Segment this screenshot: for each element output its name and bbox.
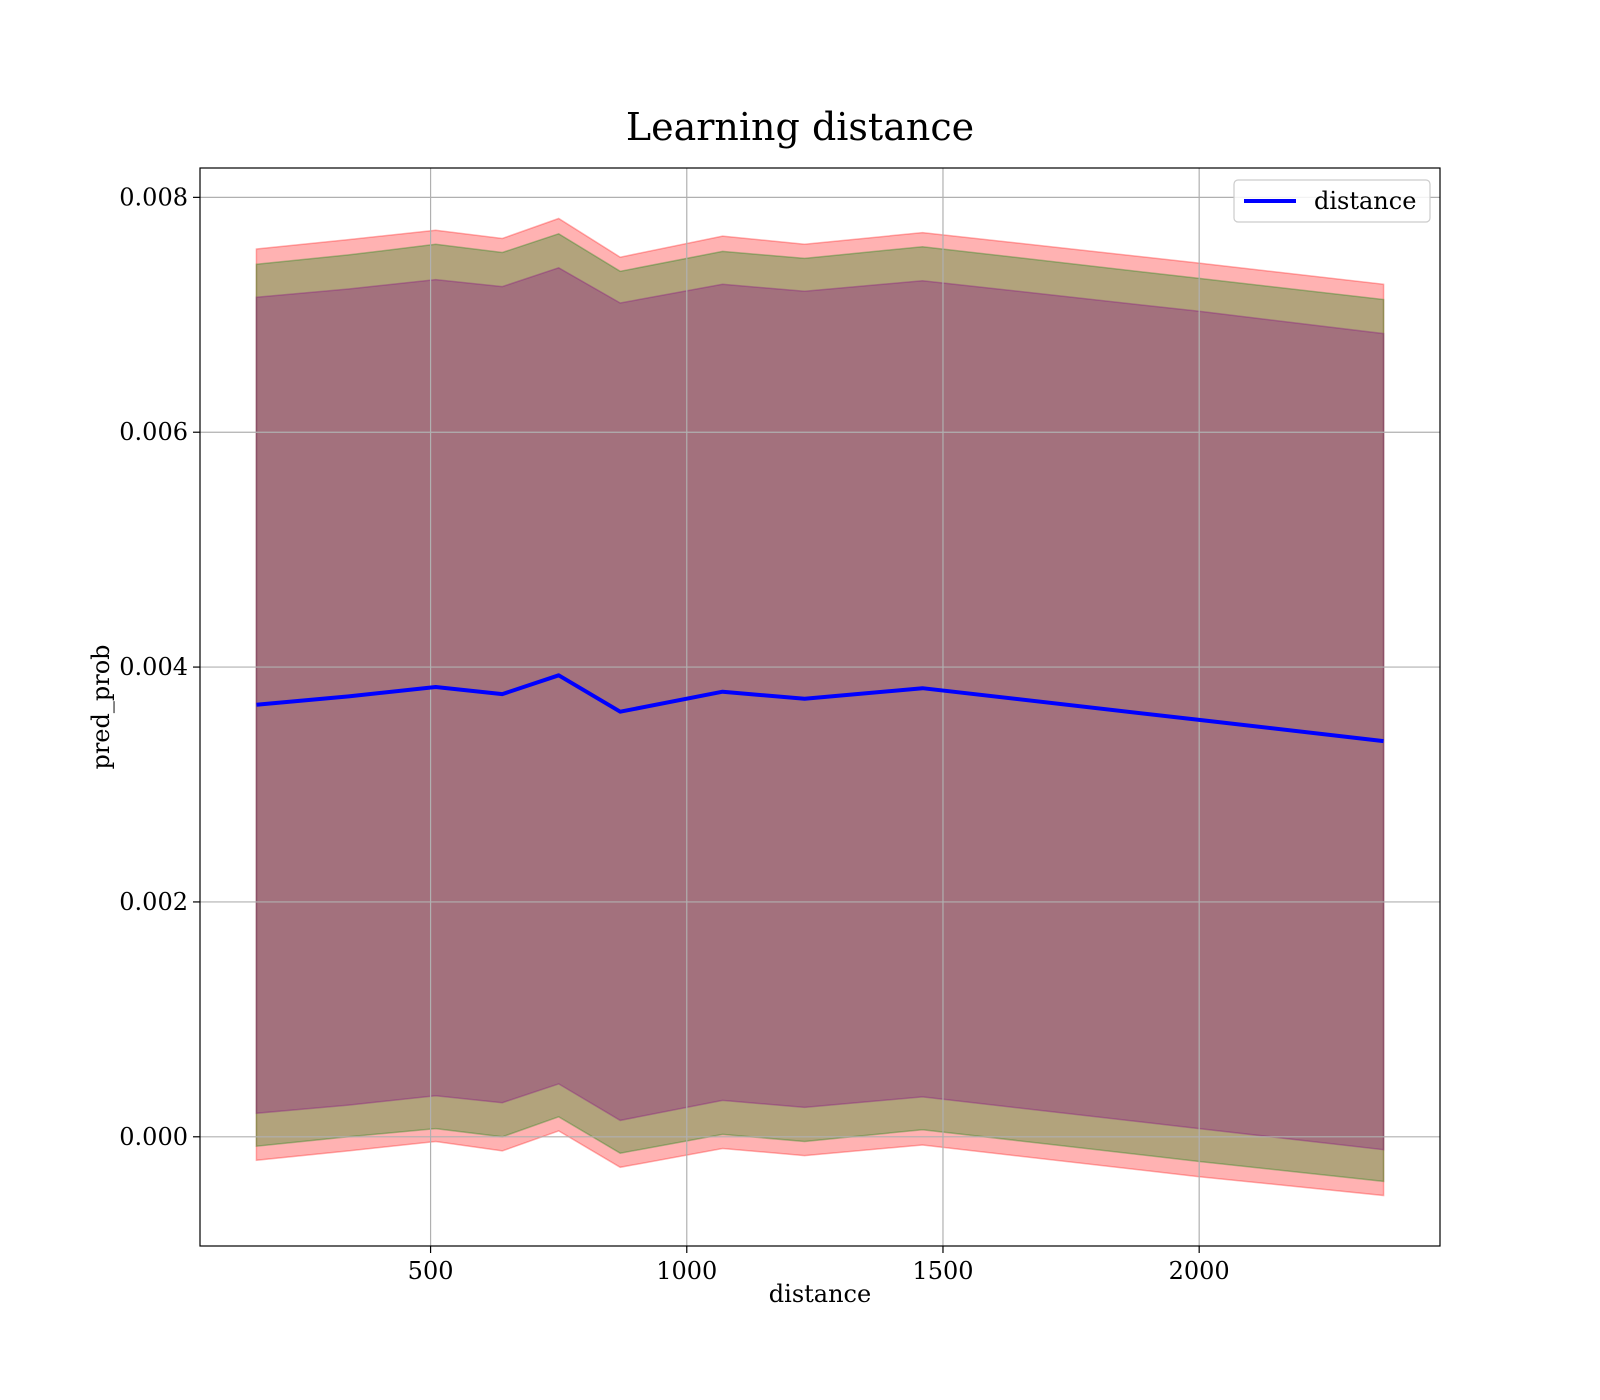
- chart-title: Learning distance: [626, 105, 974, 149]
- plot-frame: [199, 167, 1441, 1247]
- y-tick-label: 0.008: [119, 183, 188, 211]
- x-tick-label: 1000: [656, 1257, 717, 1285]
- series-lines: [256, 673, 1384, 744]
- y-tick-label: 0.006: [119, 418, 188, 446]
- confidence-band-3: [255, 266, 1385, 1151]
- confidence-band-1: [255, 217, 1385, 1197]
- grid: [200, 168, 1440, 1246]
- y-tick-label: 0.002: [119, 888, 188, 916]
- confidence-bands: [255, 217, 1385, 1197]
- confidence-band-2: [255, 232, 1385, 1183]
- x-axis-title: distance: [769, 1280, 871, 1308]
- series-line-distance: [256, 673, 1384, 744]
- y-tick-label: 0.004: [119, 653, 188, 681]
- x-tick-label: 1500: [912, 1257, 973, 1285]
- legend: distance: [1233, 179, 1431, 223]
- axis-ticks: 500 1000 1500 2000 0.000 0.002 0.004 0.006 0.008: [119, 183, 1229, 1285]
- x-tick-label: 2000: [1169, 1257, 1230, 1285]
- x-tick-label: 500: [408, 1257, 454, 1285]
- y-axis-title: pred_prob: [87, 644, 115, 769]
- legend-label: distance: [1314, 187, 1416, 215]
- y-tick-label: 0.000: [119, 1123, 188, 1151]
- legend-box: [1233, 179, 1431, 223]
